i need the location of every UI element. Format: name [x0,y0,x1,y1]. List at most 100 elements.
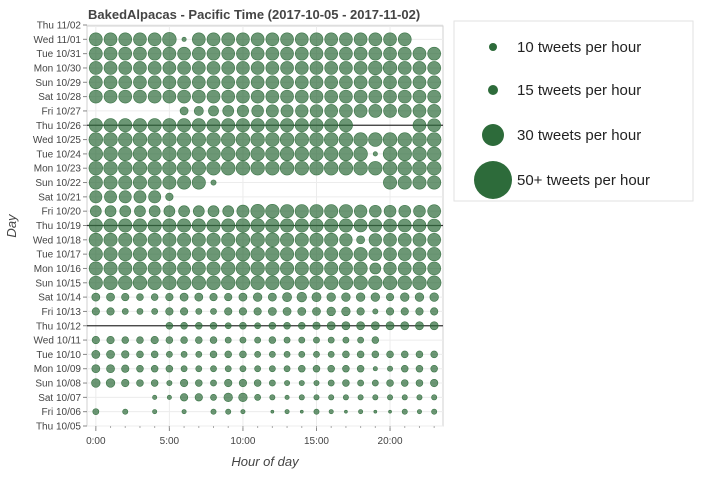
activity-marker [353,275,368,290]
activity-marker [353,247,368,262]
activity-marker [121,364,130,373]
activity-marker [324,275,339,290]
activity-marker [298,380,305,386]
activity-marker [88,247,103,262]
activity-marker [430,307,439,316]
activity-marker [415,379,424,387]
activity-marker [338,204,353,219]
activity-marker [327,351,335,358]
activity-marker [210,408,217,415]
activity-marker [162,175,177,190]
activity-marker [177,46,191,61]
activity-marker [297,307,307,316]
activity-marker [191,247,206,262]
activity-marker [180,307,189,316]
activity-marker [338,247,353,262]
activity-marker [324,204,339,219]
activity-marker [324,32,338,47]
activity-marker [251,104,264,118]
activity-marker [147,247,162,262]
activity-marker [132,175,147,190]
activity-marker [103,275,118,290]
legend-marker [488,85,498,95]
activity-marker [385,307,395,316]
activity-marker [103,175,118,190]
activity-marker [180,365,188,373]
activity-marker [313,380,320,386]
y-tick-label: Sun 10/22 [35,178,81,189]
activity-marker [191,232,206,247]
activity-marker [236,204,250,218]
activity-marker [118,75,133,90]
activity-marker [268,322,277,330]
activity-marker [132,161,148,176]
activity-marker [298,394,305,401]
activity-marker [280,118,295,133]
activity-marker [294,161,309,176]
activity-marker [235,132,251,147]
legend-label: 15 tweets per hour [517,82,641,99]
activity-marker [162,218,177,233]
activity-marker [147,161,162,176]
activity-marker [152,394,158,400]
activity-marker [192,61,206,75]
activity-marker [412,218,427,233]
activity-marker [106,350,115,359]
activity-marker [239,365,247,373]
activity-marker [206,218,221,233]
activity-marker [238,378,247,388]
activity-marker [191,132,206,147]
activity-marker [165,307,174,316]
activity-marker [250,132,265,147]
activity-marker [372,151,378,157]
activity-marker [339,89,353,104]
activity-marker [412,118,427,133]
activity-marker [103,218,118,233]
activity-marker [91,307,100,316]
activity-marker [412,233,427,247]
activity-marker [280,61,294,75]
activity-marker [150,364,159,373]
activity-marker [309,146,324,162]
activity-marker [103,232,118,247]
activity-marker [401,364,409,373]
y-tick-label: Fri 10/27 [42,106,82,117]
activity-marker [90,205,102,217]
activity-marker [162,75,177,90]
activity-marker [250,89,265,104]
activity-marker [284,380,291,386]
legend-label: 50+ tweets per hour [517,172,650,189]
activity-marker [165,364,174,373]
activity-marker [342,364,350,373]
activity-marker [118,190,132,204]
activity-marker [221,161,236,176]
activity-marker [239,322,247,330]
activity-marker [368,233,382,247]
activity-marker [401,408,408,415]
activity-marker [238,292,248,302]
activity-marker [265,218,280,233]
y-tick-label: Thu 10/12 [36,321,81,332]
activity-marker [280,32,294,47]
activity-marker [150,350,159,359]
activity-marker [265,32,280,47]
activity-marker [427,204,441,218]
activity-marker [236,46,250,61]
y-tick-label: Thu 10/19 [36,221,81,232]
activity-marker [370,321,380,331]
activity-marker [324,218,339,233]
activity-marker [221,275,236,290]
activity-marker [353,218,368,233]
activity-marker [265,146,280,162]
activity-marker [103,161,118,176]
activity-marker [412,175,427,190]
activity-marker [416,409,422,415]
activity-marker [368,247,383,261]
activity-marker [132,146,148,162]
activity-marker [282,292,292,302]
activity-marker [206,89,221,104]
activity-marker [180,393,189,402]
activity-marker [294,32,309,47]
activity-marker [250,32,265,47]
activity-marker [136,293,144,301]
